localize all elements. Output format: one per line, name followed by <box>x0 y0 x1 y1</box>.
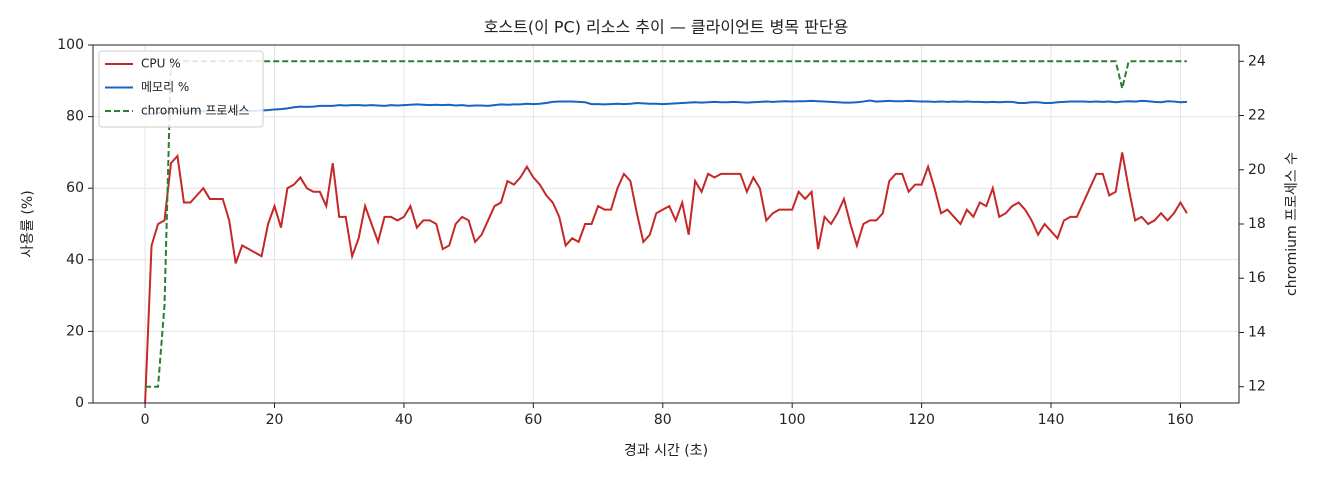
x-tick-label: 60 <box>524 412 542 428</box>
x-tick-label: 100 <box>779 412 806 428</box>
y2-tick-label: 24 <box>1248 53 1266 69</box>
x-tick-label: 40 <box>395 412 413 428</box>
y-tick-label: 80 <box>66 109 84 125</box>
legend-label: 메모리 % <box>141 80 189 94</box>
legend-label: chromium 프로세스 <box>141 104 250 118</box>
x-axis-label: 경과 시간 (초) <box>624 443 708 459</box>
y-axis-label: 사용률 (%) <box>20 190 36 257</box>
x-tick-label: 140 <box>1038 412 1065 428</box>
y2-tick-label: 22 <box>1248 108 1266 124</box>
y2-tick-label: 14 <box>1248 324 1266 340</box>
y2-tick-label: 20 <box>1248 162 1266 178</box>
legend: CPU % 메모리 % chromium 프로세스 <box>98 50 264 128</box>
y-tick-label: 20 <box>66 323 84 339</box>
x-tick-label: 120 <box>908 412 935 428</box>
y2-axis-label: chromium 프로세스 수 <box>1284 152 1300 296</box>
y2-tick-label: 12 <box>1248 379 1266 395</box>
y-tick-label: 40 <box>66 252 84 268</box>
x-tick-label: 20 <box>266 412 284 428</box>
x-tick-label: 0 <box>141 412 150 428</box>
series-line <box>144 99 1187 116</box>
plot-frame <box>92 44 1240 404</box>
y2-tick-label: 16 <box>1248 270 1266 286</box>
chart-title: 호스트(이 PC) 리소스 추이 — 클라이언트 병목 판단용 <box>484 18 849 37</box>
legend-label: CPU % <box>141 57 181 71</box>
series-line <box>145 60 1187 388</box>
series-line <box>144 152 1188 404</box>
y2-tick-label: 18 <box>1248 216 1266 232</box>
y-tick-label: 100 <box>57 37 84 53</box>
x-tick-label: 80 <box>654 412 672 428</box>
y-tick-label: 0 <box>75 395 84 411</box>
x-tick-label: 160 <box>1167 412 1194 428</box>
y-tick-label: 60 <box>66 180 84 196</box>
legend-box <box>98 50 264 128</box>
